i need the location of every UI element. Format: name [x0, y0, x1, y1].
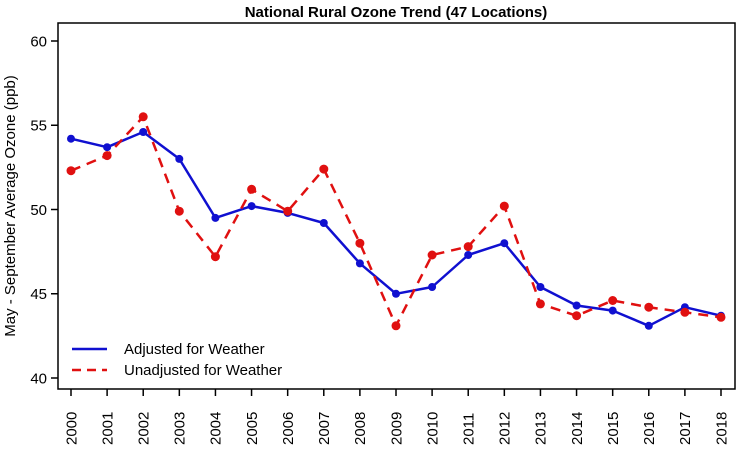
marker-series1-2013: [535, 299, 545, 309]
marker-series0-2005: [247, 202, 256, 211]
x-tick-label-2002: 2002: [135, 412, 152, 445]
marker-series1-2004: [210, 252, 220, 262]
y-tick-label-40: 40: [30, 370, 47, 387]
marker-series1-2002: [138, 112, 148, 122]
marker-series1-2007: [319, 164, 329, 174]
x-tick-label-2004: 2004: [208, 412, 225, 445]
marker-series0-2004: [211, 213, 220, 222]
axis-ticks: 40 45 50 55 60 2000 2001 2002 2003 2004 2005 2006 20…: [30, 33, 730, 445]
x-tick-label-2015: 2015: [605, 412, 622, 445]
marker-series0-2011: [464, 251, 473, 259]
marker-series1-2001: [102, 151, 112, 161]
marker-series0-2008: [355, 259, 364, 268]
data-series-layer: [66, 112, 726, 331]
marker-series1-2014: [572, 311, 582, 321]
x-tick-label-2008: 2008: [352, 412, 369, 445]
marker-series1-2003: [174, 206, 184, 216]
x-tick-label-2016: 2016: [641, 412, 658, 445]
marker-series1-2015: [608, 296, 618, 305]
x-tick-label-2009: 2009: [388, 412, 405, 445]
x-tick-label-2003: 2003: [172, 412, 189, 445]
marker-series0-2014: [572, 301, 581, 310]
legend-label-unadjusted: Unadjusted for Weather: [124, 362, 282, 379]
marker-series0-2015: [608, 306, 617, 315]
x-tick-label-2001: 2001: [99, 412, 116, 445]
x-tick-label-2010: 2010: [424, 412, 441, 445]
x-tick-label-2011: 2011: [460, 413, 477, 445]
y-tick-label-45: 45: [30, 286, 47, 303]
x-tick-label-2012: 2012: [497, 412, 514, 445]
legend: Adjusted for Weather Unadjusted for Weat…: [72, 341, 282, 379]
y-tick-label-55: 55: [30, 118, 47, 135]
x-tick-label-2000: 2000: [63, 412, 80, 445]
marker-series0-2013: [536, 283, 545, 291]
marker-series1-2010: [427, 250, 437, 260]
marker-series1-2005: [247, 184, 257, 194]
chart-title: National Rural Ozone Trend (47 Locations…: [245, 4, 548, 21]
y-tick-label-60: 60: [30, 33, 47, 50]
marker-series1-2016: [644, 302, 654, 312]
x-tick-label-2007: 2007: [316, 412, 333, 445]
marker-series0-2000: [67, 134, 75, 143]
marker-series0-2002: [139, 128, 148, 136]
y-axis-label: May - September Average Ozone (ppb): [2, 75, 19, 337]
marker-series1-2009: [391, 321, 401, 331]
marker-series0-2003: [175, 154, 184, 163]
marker-series1-2017: [680, 307, 690, 317]
marker-series0-2007: [319, 219, 328, 227]
marker-series1-2000: [66, 166, 76, 176]
marker-series1-2006: [283, 206, 293, 216]
marker-series1-2008: [355, 238, 365, 248]
x-tick-label-2017: 2017: [677, 412, 694, 445]
marker-series1-2018: [716, 312, 726, 322]
marker-series0-2012: [500, 239, 509, 248]
x-tick-label-2014: 2014: [569, 412, 586, 445]
marker-series0-2016: [644, 321, 653, 330]
x-tick-label-2013: 2013: [533, 412, 550, 445]
x-tick-label-2006: 2006: [280, 412, 297, 445]
legend-label-adjusted: Adjusted for Weather: [124, 341, 265, 358]
marker-series1-2011: [463, 242, 473, 252]
y-tick-label-50: 50: [30, 202, 47, 219]
marker-series0-2010: [428, 283, 437, 291]
marker-series0-2001: [103, 143, 112, 152]
plot-frame: [57, 22, 736, 390]
marker-series1-2012: [499, 201, 509, 211]
marker-series0-2009: [392, 289, 400, 298]
x-tick-label-2005: 2005: [244, 412, 261, 445]
x-tick-label-2018: 2018: [713, 412, 730, 445]
